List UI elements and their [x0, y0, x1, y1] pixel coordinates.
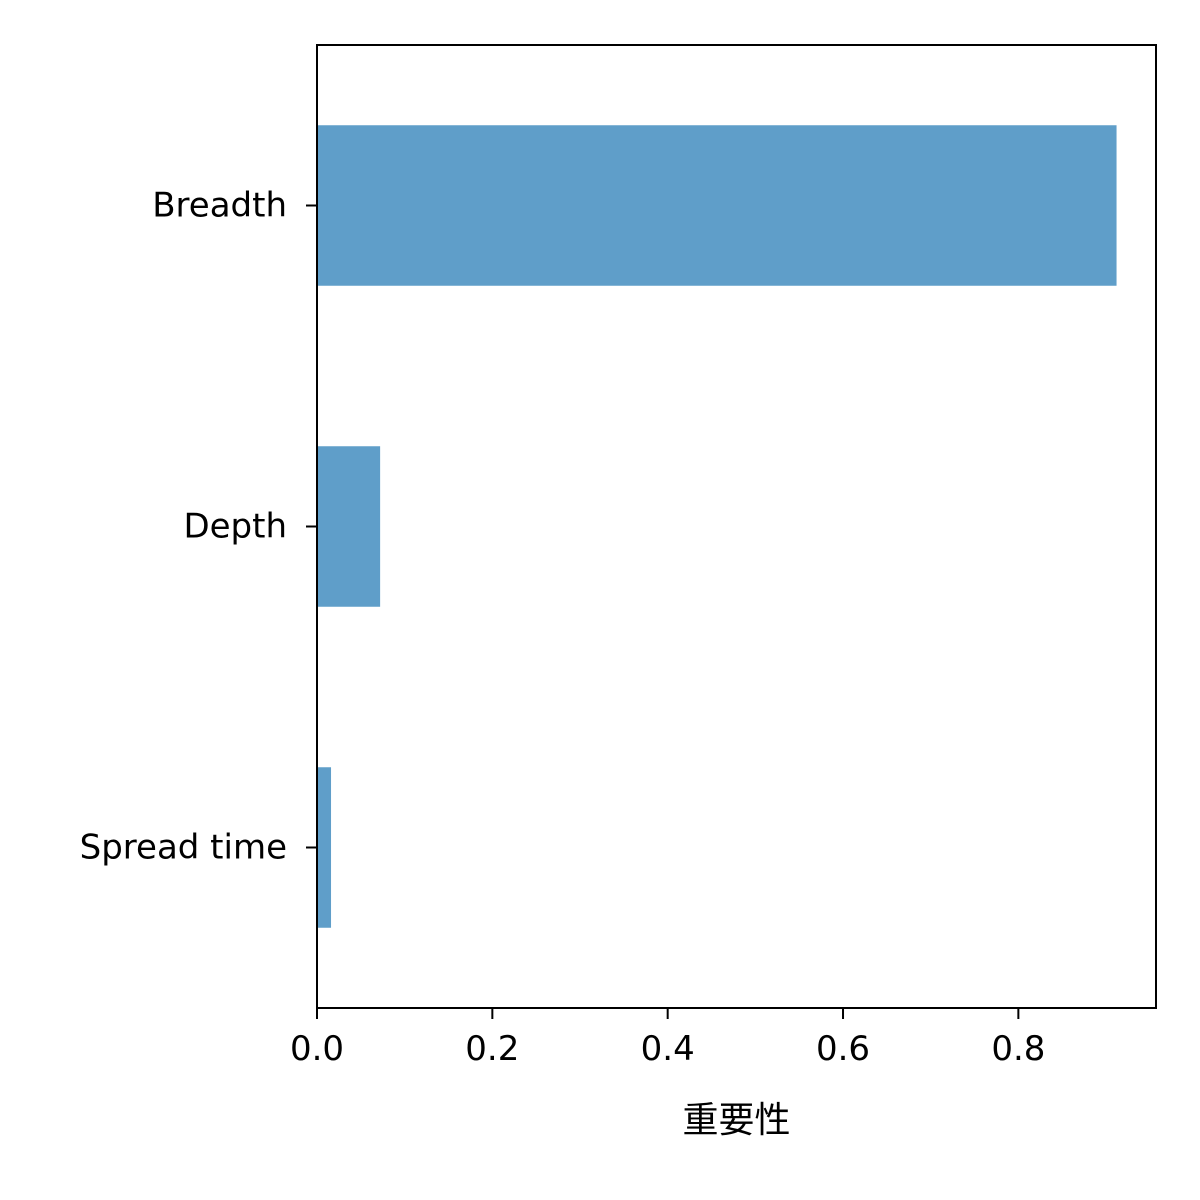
bar-spread-time: [317, 767, 332, 928]
bars-layer: [317, 125, 1117, 928]
x-tick-label-1: 0.2: [465, 1029, 519, 1069]
ticks-layer: Breadth Depth Spread time 0.0 0.2 0.4 0.6 0.8: [80, 186, 1046, 1070]
y-tick-label-spread-time: Spread time: [80, 828, 287, 868]
x-tick-label-3: 0.6: [816, 1029, 870, 1069]
y-tick-label-depth: Depth: [183, 507, 287, 547]
x-tick-label-4: 0.8: [991, 1029, 1045, 1069]
x-axis-title: 重要性: [682, 1100, 790, 1141]
plot-frame: [316, 44, 1157, 1009]
y-tick-label-breadth: Breadth: [152, 186, 287, 226]
bar-depth: [317, 446, 381, 607]
x-tick-label-0: 0.0: [290, 1029, 344, 1069]
bar-breadth: [317, 125, 1117, 286]
x-tick-label-2: 0.4: [641, 1029, 695, 1069]
